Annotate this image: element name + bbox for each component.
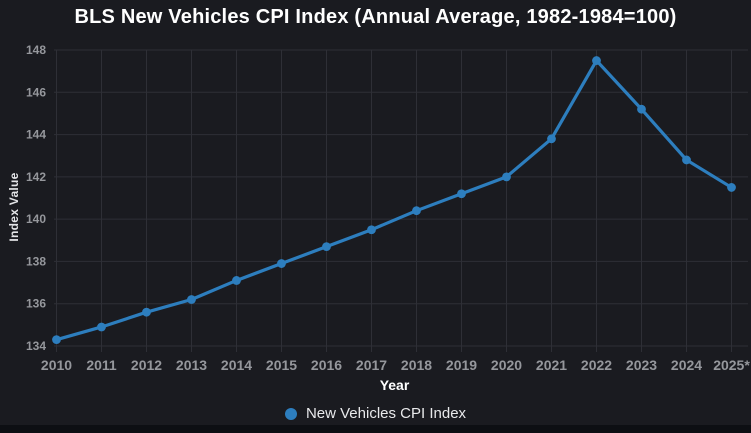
y-tick-label: 148 [26,43,46,57]
data-point-2013[interactable] [187,295,196,304]
x-tick-label: 2020 [491,357,522,373]
bottom-strip [0,425,751,433]
data-point-2023[interactable] [637,104,646,114]
y-tick-label: 140 [26,212,46,226]
legend-series-dot-icon [284,407,297,420]
data-point-2010[interactable] [52,335,61,345]
data-point-2020[interactable] [502,172,511,182]
data-point-2022[interactable] [592,56,601,65]
x-tick-label: 2015 [266,357,297,373]
x-axis-title: Year [379,377,410,393]
y-tick-label: 138 [26,254,46,268]
y-tick-label: 134 [26,339,46,353]
x-tick-label: 2021 [536,357,567,373]
x-tick-label: 2018 [401,357,432,373]
data-point-2024[interactable] [682,155,691,165]
y-tick-label: 136 [26,297,46,311]
chart-title: BLS New Vehicles CPI Index (Annual Avera… [74,6,677,28]
x-tick-label: 2016 [311,357,342,373]
data-point-2016[interactable] [322,242,331,252]
x-tick-label: 2023 [626,357,657,373]
x-tick-label: 2011 [86,357,117,373]
data-point-2019[interactable] [457,189,466,199]
data-point-2014[interactable] [232,276,241,285]
data-point-2017[interactable] [367,225,376,235]
y-tick-label: 142 [26,170,46,184]
x-tick-label: 2012 [131,357,162,373]
data-point-2012[interactable] [142,307,151,317]
x-tick-label: 2017 [356,357,387,373]
y-tick-label: 144 [26,128,46,142]
data-point-2011[interactable] [97,322,106,332]
x-tick-label: 2025* [713,357,750,373]
x-tick-label: 2024 [671,357,702,373]
legend-item[interactable]: New Vehicles CPI Index [0,405,751,422]
legend-label: New Vehicles CPI Index [305,405,467,422]
data-point-2018[interactable] [412,206,421,216]
x-tick-label: 2019 [446,357,477,373]
x-tick-label: 2014 [221,357,252,373]
data-point-2015[interactable] [277,259,286,268]
y-tick-label: 146 [26,85,46,99]
data-point-2021[interactable] [547,134,556,144]
x-tick-label: 2022 [581,357,612,373]
data-point-2025[interactable] [727,183,736,192]
x-tick-label: 2010 [41,357,72,373]
x-tick-label: 2013 [176,357,207,373]
cpi-line-series [54,58,734,342]
